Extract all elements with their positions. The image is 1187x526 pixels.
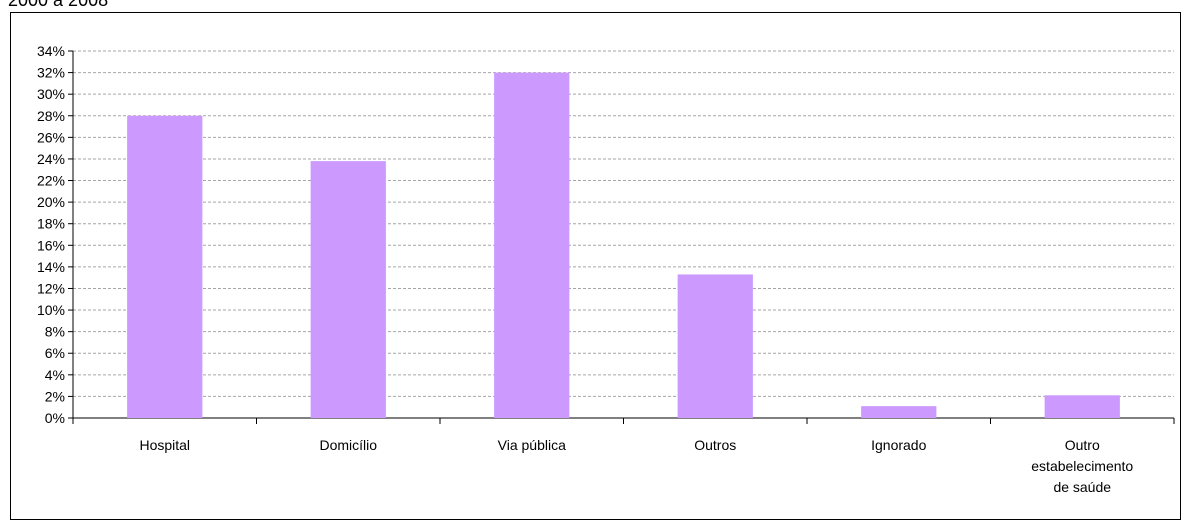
y-tick-label: 30%: [37, 86, 65, 102]
bar-1: [127, 115, 203, 418]
x-category-label: Outros: [694, 437, 736, 453]
y-tick-label: 32%: [37, 65, 65, 81]
bar-6: [1044, 395, 1120, 418]
y-tick-label: 16%: [37, 237, 65, 253]
y-tick-label: 34%: [37, 43, 65, 59]
bar-chart: 0% 2% 4% 6% 8% 10% 12% 14% 16% 18% 20% 22% 24% 26% 28%…: [37, 43, 1175, 495]
y-tick-label: 4%: [45, 367, 65, 383]
y-tick-label: 24%: [37, 151, 65, 167]
y-tick-label: 22%: [37, 173, 65, 189]
x-category-label: Outro: [1065, 437, 1100, 453]
chart-frame: 0% 2% 4% 6% 8% 10% 12% 14% 16% 18% 20% 22% 24% 26% 28%…: [10, 12, 1181, 520]
x-category-label: Hospital: [139, 437, 190, 453]
y-tick-label: 26%: [37, 129, 65, 145]
y-tick-label: 28%: [37, 108, 65, 124]
y-tick-label: 10%: [37, 302, 65, 318]
chart-caption: 2000 a 2008: [8, 0, 109, 10]
y-tick-label: 20%: [37, 194, 65, 210]
x-category-label: Ignorado: [871, 437, 926, 453]
y-tick-label: 6%: [45, 345, 65, 361]
bar-4: [677, 274, 753, 418]
bar-2: [310, 161, 386, 418]
bar-5: [861, 406, 937, 418]
x-category-label: Domicílio: [319, 437, 377, 453]
y-tick-label: 8%: [45, 324, 65, 340]
x-category-label: estabelecimento: [1031, 458, 1133, 474]
x-category-label: de saúde: [1053, 479, 1111, 495]
y-tick-label: 18%: [37, 216, 65, 232]
y-tick-label: 14%: [37, 259, 65, 275]
y-tick-label: 12%: [37, 280, 65, 296]
y-tick-label: 0%: [45, 410, 65, 426]
bar-3: [494, 72, 570, 419]
y-tick-label: 2%: [45, 388, 65, 404]
x-category-label: Via pública: [498, 437, 566, 453]
